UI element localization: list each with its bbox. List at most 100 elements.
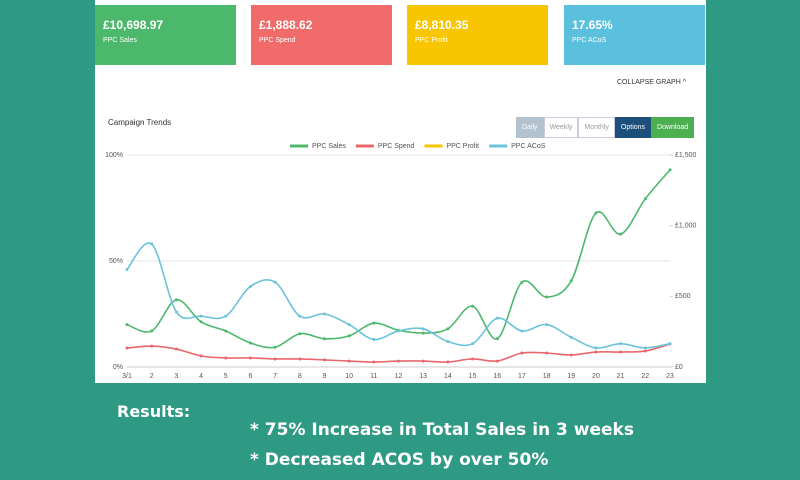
toolbar-button[interactable]: Monthly — [578, 117, 615, 138]
data-point — [174, 310, 178, 314]
x-tick-label: 13 — [419, 373, 427, 380]
data-point — [174, 347, 178, 351]
metric-card: £10,698.97 PPC Sales — [95, 5, 236, 65]
x-tick-label: 16 — [493, 373, 501, 380]
x-tick-label: 4 — [199, 373, 203, 380]
data-point — [224, 329, 228, 333]
metric-label: PPC ACoS — [572, 37, 607, 44]
data-point — [298, 357, 302, 361]
y2-tick-label: £1,000 — [675, 223, 697, 230]
toolbar-button[interactable]: Options — [614, 117, 652, 138]
data-point — [347, 323, 351, 327]
data-point — [298, 314, 302, 318]
x-tick-label: 8 — [298, 373, 302, 380]
y-tick-label: 100% — [105, 152, 123, 159]
x-tick-label: 19 — [567, 373, 575, 380]
data-point — [668, 168, 672, 172]
x-tick-label: 2 — [150, 373, 154, 380]
metric-value: 17.65% — [572, 18, 613, 32]
data-point — [224, 314, 228, 318]
data-point — [619, 342, 623, 346]
result-line: * Decreased ACOS by over 50% — [250, 450, 549, 470]
button-group: Daily Weekly Monthly Options Download — [516, 117, 695, 138]
result-line: * 75% Increase in Total Sales in 3 weeks — [250, 420, 634, 440]
data-point — [248, 356, 252, 360]
data-point — [125, 267, 129, 271]
data-point — [372, 321, 376, 325]
x-tick-label: 3 — [174, 373, 178, 380]
metric-card: 17.65% PPC ACoS — [564, 5, 705, 65]
data-point — [471, 342, 475, 346]
data-point — [372, 360, 376, 364]
data-point — [347, 334, 351, 338]
y-tick-label: 0% — [113, 364, 123, 371]
data-point — [668, 342, 672, 346]
data-point — [199, 320, 203, 324]
data-point — [397, 328, 400, 332]
x-tick-label: 14 — [444, 373, 452, 380]
data-point — [421, 327, 425, 331]
data-point — [322, 337, 326, 341]
data-point — [569, 335, 573, 339]
data-point — [273, 280, 277, 284]
results-heading: Results: — [117, 402, 191, 421]
data-point — [594, 346, 598, 350]
metric-value: £10,698.97 — [103, 18, 164, 32]
data-point — [446, 327, 450, 331]
data-point — [199, 314, 203, 318]
metric-label: PPC Sales — [103, 37, 137, 44]
data-point — [643, 197, 647, 201]
data-point — [347, 359, 351, 363]
data-point — [619, 232, 623, 236]
toolbar-button[interactable]: Weekly — [543, 117, 579, 138]
series-line — [126, 169, 671, 349]
data-point — [150, 242, 154, 246]
chart-title: Campaign Trends — [108, 118, 171, 127]
x-tick-label: 11 — [370, 373, 377, 380]
data-point — [643, 349, 647, 353]
x-tick-label: 10 — [345, 373, 353, 380]
collapse-graph[interactable]: COLLAPSE GRAPH ^ — [616, 79, 686, 86]
data-point — [495, 337, 499, 341]
data-point — [322, 358, 326, 362]
data-point — [273, 345, 277, 349]
metric-label: PPC Profit — [415, 37, 448, 44]
x-tick-label: 9 — [323, 373, 327, 380]
y2-tick-label: £500 — [675, 293, 691, 300]
data-point — [224, 356, 228, 360]
data-point — [545, 323, 549, 327]
data-point — [150, 344, 154, 348]
data-point — [446, 360, 450, 364]
toolbar-button[interactable]: Daily — [516, 117, 544, 138]
data-point — [421, 359, 425, 363]
data-point — [643, 346, 647, 350]
data-point — [619, 350, 623, 354]
data-point — [471, 304, 475, 308]
y2-tick-label: £1,500 — [675, 152, 697, 159]
data-point — [569, 353, 573, 357]
metric-card: £8,810.35 PPC Profit — [407, 5, 548, 65]
data-point — [298, 332, 302, 336]
data-point — [594, 211, 598, 215]
data-point — [199, 354, 203, 358]
data-point — [174, 298, 178, 302]
data-point — [520, 351, 524, 355]
metric-value: £1,888.62 — [259, 18, 313, 32]
data-point — [372, 337, 376, 341]
data-point — [545, 295, 549, 299]
y-tick-label: 50% — [109, 258, 123, 265]
data-point — [397, 329, 400, 333]
x-tick-label: 20 — [592, 373, 600, 380]
data-point — [322, 312, 326, 316]
legend-label: PPC Spend — [378, 143, 415, 150]
x-tick-label: 22 — [641, 373, 649, 380]
collapse-label[interactable]: COLLAPSE GRAPH — [616, 79, 681, 86]
data-point — [248, 284, 252, 288]
data-point — [495, 359, 499, 363]
toolbar-button[interactable]: Download — [651, 117, 695, 138]
dashboard-panel: £10,698.97 PPC Sales £1,888.62 PPC Spend £8,… — [95, 0, 706, 383]
data-point — [273, 357, 277, 361]
legend-label: PPC ACoS — [511, 143, 546, 150]
x-tick-label: 7 — [273, 373, 277, 380]
x-tick-label: 6 — [248, 373, 252, 380]
